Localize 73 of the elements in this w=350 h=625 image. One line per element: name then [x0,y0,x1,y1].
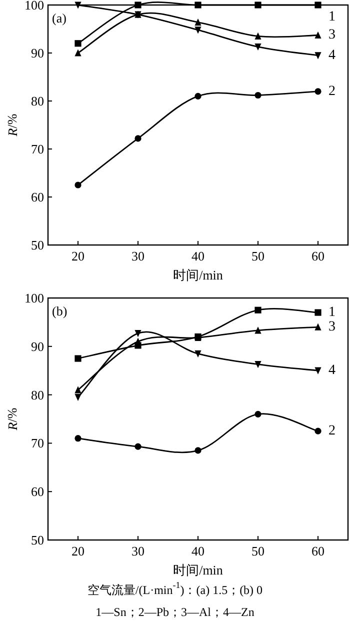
series-label: 2 [328,424,336,439]
x-tick-label: 50 [252,544,264,558]
point [74,394,82,402]
point [254,32,262,40]
point [314,52,322,60]
series-label: 3 [328,28,336,43]
y-tick-label: 60 [31,190,44,204]
point [254,43,262,51]
y-tick-label: 90 [31,46,44,60]
point [74,182,82,188]
point [74,40,82,47]
y-tick-label: 70 [31,436,44,451]
y-tick-label: 80 [31,387,44,402]
point [74,355,82,362]
y-axis-title: R/% [4,114,20,138]
point [194,26,202,34]
point [194,18,202,26]
x-tick-label: 60 [312,248,324,264]
series-label: 1 [328,10,336,24]
x-tick-label: 50 [252,248,264,264]
y-tick-label: 100 [24,0,44,12]
text: 空气流量/(L·min$^{-1}$)：(a) 1.5；(b) 0 [87,580,263,597]
x-tick-label: 40 [192,544,204,558]
chart-title: (a) [52,10,66,26]
text: 1—Sn；2—Pb；3—Al；4—Zn [96,605,254,619]
point [314,323,322,330]
y-tick-label: 90 [31,338,44,354]
x-tick-label: 30 [132,248,144,264]
point [254,410,262,418]
point [134,330,142,338]
point [134,135,142,142]
point [254,92,262,99]
point [74,386,82,394]
point [194,92,202,100]
series-label: 1 [328,305,336,320]
series-label: 4 [328,48,336,63]
x-tick-label: 20 [72,544,84,558]
point [314,428,322,434]
point [254,326,262,334]
y-tick-label: 50 [31,238,44,252]
point [74,435,82,442]
x-tick-label: 20 [72,248,84,264]
y-tick-label: 50 [31,532,44,548]
series-label: 3 [328,320,336,335]
point [194,350,202,358]
point [134,338,142,345]
point [254,361,262,368]
x-tick-label: 30 [132,544,144,558]
point [254,2,262,8]
x-axis-title: 时间/min [173,562,224,578]
point [194,2,202,8]
point [134,2,142,8]
point [74,49,82,56]
y-tick-label: 80 [31,94,44,108]
x-axis-title: 时间/min [173,268,224,282]
point [314,88,322,95]
point [314,31,322,39]
x-tick-label: 40 [192,248,204,264]
y-axis-title: R/% [4,408,20,432]
point [74,2,82,9]
point [314,2,322,8]
y-tick-label: 60 [31,484,44,500]
series-label: 4 [328,363,336,378]
point [314,309,322,316]
point [194,447,202,454]
chart-title: (b) [52,304,68,318]
x-tick-label: 60 [312,544,324,558]
point [134,443,142,450]
y-tick-label: 70 [31,142,44,156]
point [314,367,322,374]
y-tick-label: 100 [24,290,44,306]
point [254,306,262,314]
series-label: 2 [328,84,336,99]
